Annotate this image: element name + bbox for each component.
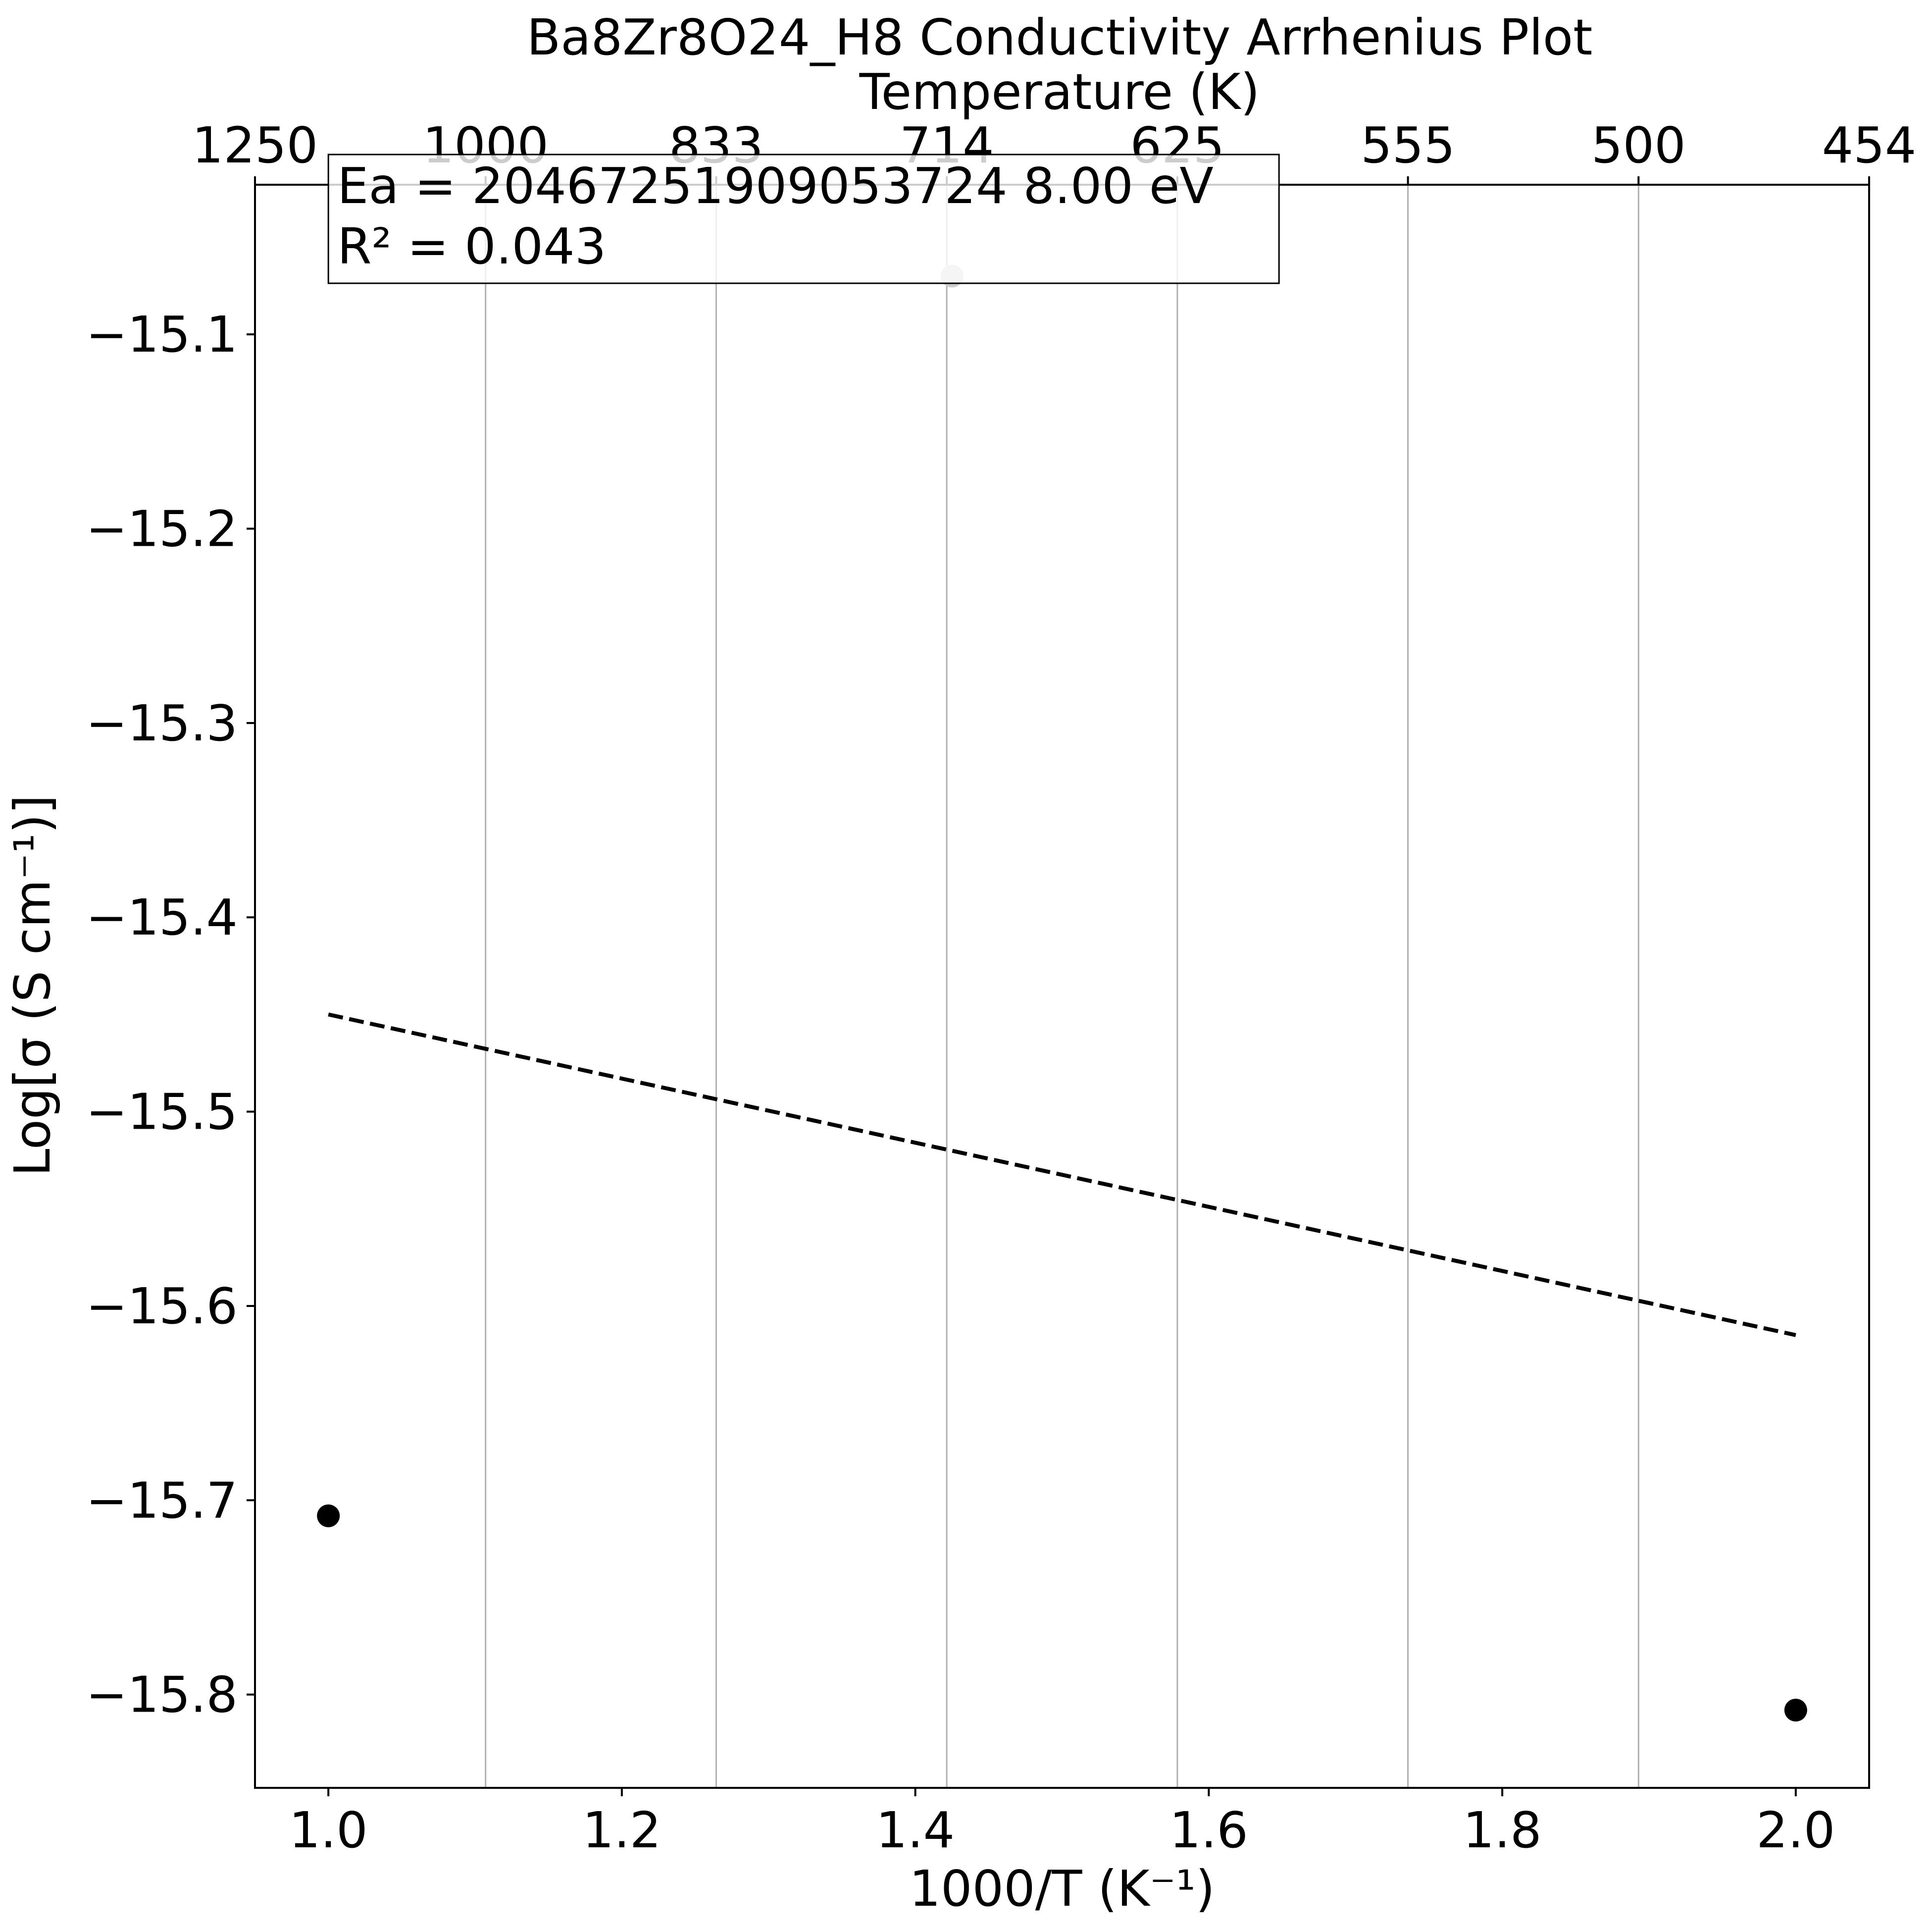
annotation-box: Ea = 20467251909053724 8.00 eV R² = 0.04… — [327, 154, 1280, 284]
x-tick-label: 1.8 — [1463, 1801, 1542, 1859]
y-tick-label: −15.1 — [86, 306, 238, 364]
x-axis-label: 1000/T (K⁻¹) — [909, 1860, 1215, 1918]
data-point — [317, 1504, 340, 1527]
chart-title: Ba8Zr8O24_H8 Conductivity Arrhenius Plot — [527, 8, 1593, 66]
y-tick-label: −15.6 — [86, 1277, 238, 1335]
x-tick-label: 1.4 — [876, 1801, 955, 1859]
y-tick-label: −15.5 — [86, 1083, 238, 1141]
top-tick-label: 1250 — [192, 116, 318, 174]
top-tick-label: 555 — [1361, 116, 1455, 174]
data-point — [1784, 1699, 1807, 1722]
fit-line — [328, 1012, 1796, 1337]
x-tick-label: 2.0 — [1756, 1801, 1835, 1859]
y-tick-label: −15.2 — [86, 500, 238, 558]
y-tick-label: −15.8 — [86, 1666, 238, 1724]
r-squared-text: R² = 0.043 — [337, 217, 606, 275]
top-tick-label: 500 — [1591, 116, 1686, 174]
x-tick-label: 1.2 — [582, 1801, 661, 1859]
annotation-frame — [327, 154, 1280, 284]
top-tick-label: 454 — [1822, 116, 1917, 174]
top-axis-label: Temperature (K) — [859, 63, 1260, 121]
y-tick-label: −15.7 — [86, 1471, 238, 1529]
x-tick-label: 1.0 — [289, 1801, 368, 1859]
y-axis-label: Log[σ (S cm⁻¹)] — [3, 795, 61, 1176]
x-tick-label: 1.6 — [1169, 1801, 1248, 1859]
grid-lines — [485, 185, 1639, 1788]
y-tick-label: −15.4 — [86, 888, 238, 946]
y-tick-label: −15.3 — [86, 694, 238, 752]
activation-energy-text: Ea = 20467251909053724 8.00 eV — [337, 157, 1214, 215]
